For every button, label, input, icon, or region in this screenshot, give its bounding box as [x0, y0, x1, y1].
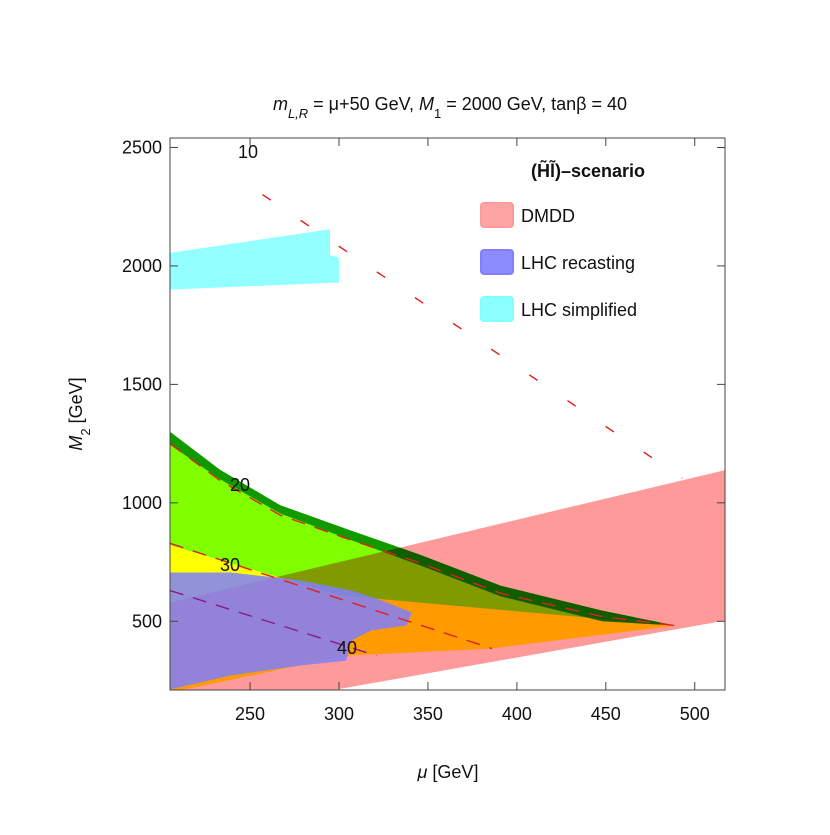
contour-line	[170, 589, 377, 657]
x-tick-label: 450	[591, 704, 621, 724]
chart-title-part: M	[419, 94, 434, 114]
legend-swatch	[480, 296, 514, 322]
x-tick-label: 250	[235, 704, 265, 724]
legend-title: (H̃l̃)–scenario	[531, 159, 645, 181]
plot-area	[170, 194, 725, 690]
y-tick-label: 500	[132, 611, 162, 631]
contour-line	[170, 443, 676, 627]
chart-title-part: m	[273, 94, 288, 114]
contour-line	[262, 194, 683, 479]
region	[170, 229, 339, 290]
y-axis-label: M2 [GeV]	[66, 377, 93, 450]
chart-title: mL,R = μ+50 GeV, M1 = 2000 GeV, tanβ = 4…	[273, 94, 627, 121]
y-axis-label-part: 2	[78, 428, 93, 435]
legend-label: DMDD	[521, 206, 575, 226]
x-tick-label: 350	[413, 704, 443, 724]
legend-label: LHC simplified	[521, 300, 637, 320]
chart-title-part: L,R	[288, 106, 308, 121]
contour-label: 10	[238, 142, 258, 162]
contour-label: 40	[337, 638, 357, 658]
legend-swatch	[480, 202, 514, 228]
y-tick-label: 1000	[122, 493, 162, 513]
contour-line	[170, 542, 493, 650]
x-axis-label-part: [GeV]	[427, 762, 478, 782]
x-axis-label: μ [GeV]	[417, 762, 479, 782]
legend-swatch	[480, 249, 514, 275]
frame	[169, 137, 726, 691]
x-tick-label: 400	[502, 704, 532, 724]
chart-title-part: = μ+50 GeV,	[308, 94, 419, 114]
y-tick-label: 2000	[122, 256, 162, 276]
y-axis-label-part: [GeV]	[66, 377, 86, 428]
y-tick-label: 1500	[122, 374, 162, 394]
chart-title-part: = 2000 GeV, tanβ = 40	[441, 94, 627, 114]
x-tick-label: 500	[680, 704, 710, 724]
chart-title-part: 1	[434, 106, 441, 121]
contour-label: 20	[230, 475, 250, 495]
contour-label: 30	[220, 555, 240, 575]
region	[170, 572, 412, 690]
y-axis-label-part: M	[66, 436, 86, 451]
region	[170, 431, 676, 626]
y-tick-label: 2500	[122, 137, 162, 157]
legend-label: LHC recasting	[521, 253, 635, 273]
x-axis-label-part: μ	[417, 762, 428, 782]
x-tick-label: 300	[324, 704, 354, 724]
